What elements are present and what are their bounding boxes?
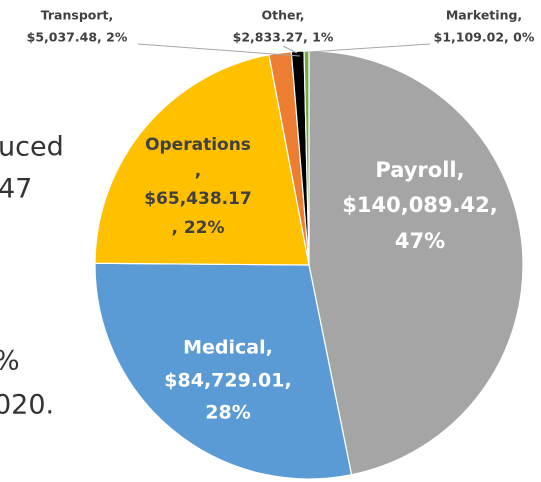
data-label: Transport, — [41, 8, 114, 23]
body-text: uced — [0, 132, 64, 163]
leader-line — [137, 43, 301, 57]
data-label: Medical, — [183, 337, 273, 359]
leader-line — [282, 45, 298, 54]
data-label: 47% — [395, 229, 445, 253]
data-label: 28% — [205, 402, 250, 424]
data-label: $84,729.01, — [164, 370, 291, 392]
body-text: 47 — [0, 174, 32, 205]
data-label: $1,109.02, 0% — [434, 30, 535, 45]
data-label: Other, — [261, 8, 304, 23]
pie-slice — [94, 54, 310, 266]
pie-slice — [94, 262, 353, 480]
data-label: Payroll, — [375, 158, 464, 182]
pie-slice — [308, 50, 524, 476]
data-label: , — [195, 161, 201, 181]
data-label: Operations — [145, 135, 251, 155]
body-text: 020. — [0, 390, 54, 421]
data-label: $65,438.17 — [144, 189, 252, 209]
data-label: Marketing, — [446, 8, 522, 23]
data-label: $140,089.42, — [342, 193, 497, 217]
leader-line — [308, 43, 431, 53]
data-label: , 22% — [171, 218, 224, 238]
body-text: % — [0, 346, 20, 377]
data-label: $5,037.48, 2% — [27, 30, 128, 45]
pie-slice — [303, 50, 310, 266]
data-label: $2,833.27, 1% — [233, 30, 334, 45]
